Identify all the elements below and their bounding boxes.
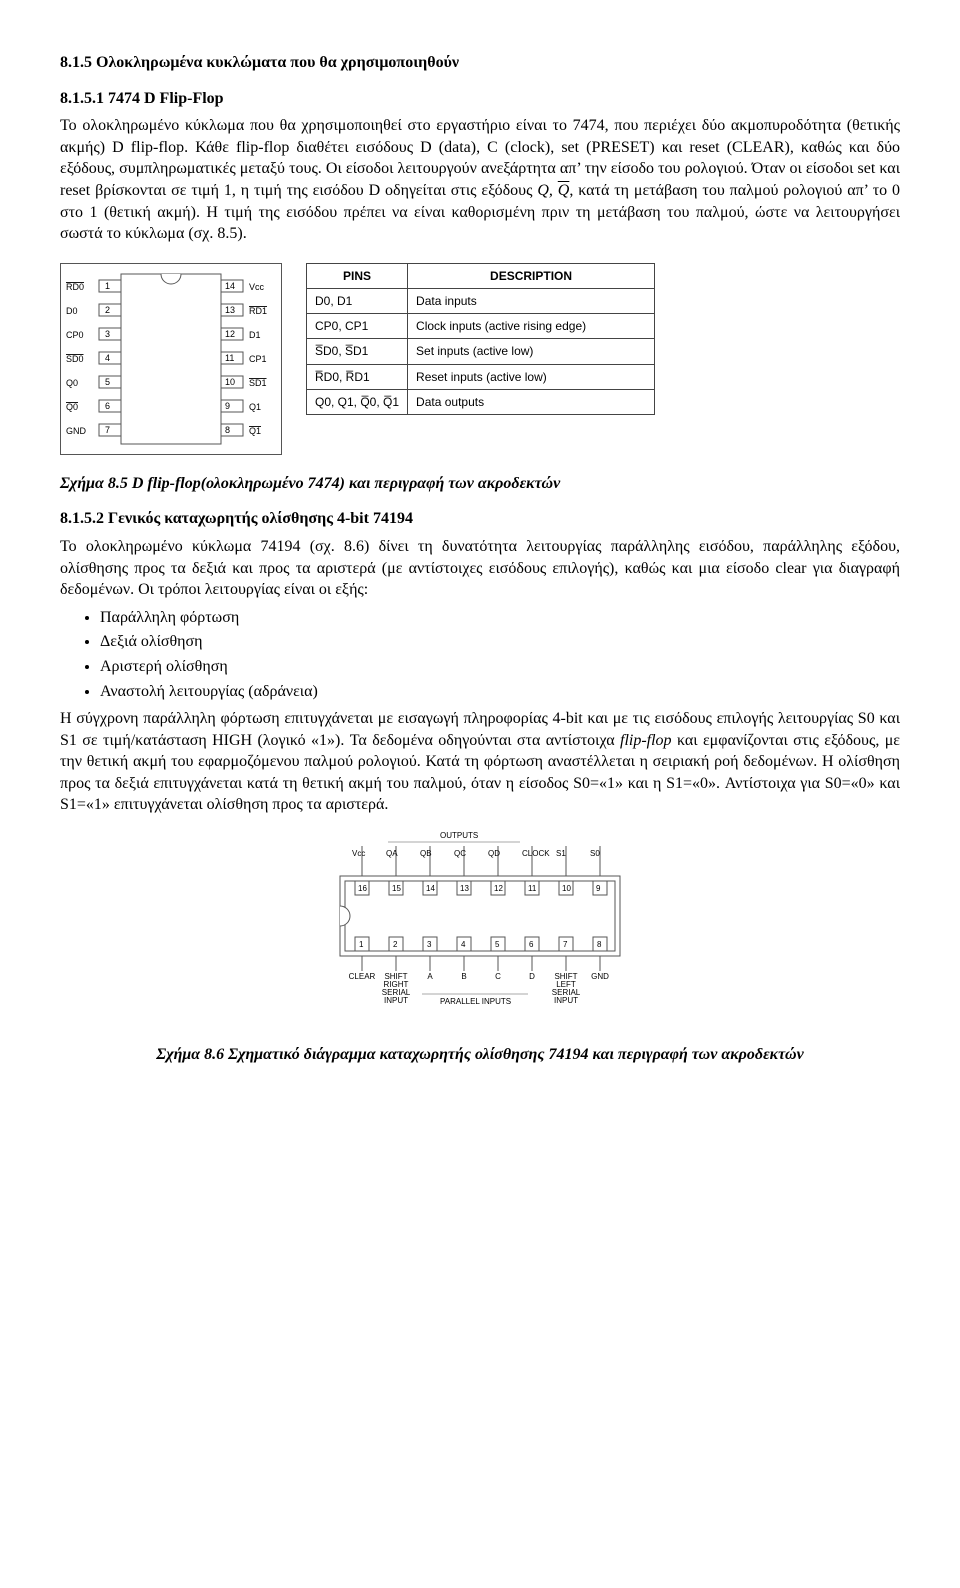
svg-text:11: 11 (528, 884, 537, 893)
svg-text:QD: QD (488, 849, 500, 858)
svg-text:6: 6 (529, 940, 534, 949)
li-1: Παράλληλη φόρτωση (100, 607, 900, 629)
svg-text:Q0: Q0 (66, 378, 78, 388)
svg-text:CP1: CP1 (249, 354, 267, 364)
svg-text:13: 13 (225, 305, 235, 315)
svg-text:7: 7 (563, 940, 568, 949)
svg-text:5: 5 (495, 940, 500, 949)
svg-text:13: 13 (460, 884, 469, 893)
r0c1: D0, D1 (307, 288, 408, 313)
r1c1: CP0, CP1 (307, 314, 408, 339)
svg-text:INPUT: INPUT (554, 996, 578, 1005)
figure-caption-1: Σχήμα 8.5 D flip-flop(ολοκληρωμένο 7474)… (60, 473, 900, 495)
r4c1: Q0, Q1, Q̅0, Q̅1 (307, 389, 408, 414)
caption1-text: Σχήμα 8.5 D flip-flop(ολοκληρωμένο 7474)… (60, 475, 560, 492)
svg-text:4: 4 (105, 353, 110, 363)
svg-text:9: 9 (225, 401, 230, 411)
svg-text:D0: D0 (66, 306, 78, 316)
svg-text:D1: D1 (249, 330, 261, 340)
svg-text:3: 3 (105, 329, 110, 339)
svg-text:S0: S0 (590, 849, 600, 858)
figure-row-1: RD0 1 D0 2 CP0 3 SD0 4 Q0 5 Q0 6 GND 7 14 Vcc 13 RD1 12 D1… (60, 263, 900, 455)
svg-text:8: 8 (597, 940, 602, 949)
section-heading-2: 8.1.5.1 7474 D Flip-Flop (60, 88, 900, 110)
svg-text:3: 3 (427, 940, 432, 949)
svg-text:2: 2 (105, 305, 110, 315)
r0c2: Data inputs (408, 288, 655, 313)
r3c2: Reset inputs (active low) (408, 364, 655, 389)
svg-text:CP0: CP0 (66, 330, 84, 340)
svg-text:16: 16 (358, 884, 367, 893)
svg-text:1: 1 (359, 940, 364, 949)
chip-74194-svg: OUTPUTS Vcc16QA15QB14QC13QD12CLOCK11S110… (310, 826, 650, 1026)
svg-text:12: 12 (225, 329, 235, 339)
svg-text:Vcc: Vcc (352, 849, 365, 858)
li-4: Αναστολή λειτουργίας (αδράνεια) (100, 681, 900, 703)
section-heading-3: 8.1.5.2 Γενικός καταχωρητής ολίσθησης 4-… (60, 508, 900, 530)
svg-text:11: 11 (225, 353, 234, 363)
chip-7474-svg: RD0 1 D0 2 CP0 3 SD0 4 Q0 5 Q0 6 GND 7 14 Vcc 13 RD1 12 D1… (60, 263, 282, 455)
svg-text:QB: QB (420, 849, 432, 858)
figure-caption-2: Σχήμα 8.6 Σχηματικό διάγραμμα καταχωρητή… (60, 1044, 900, 1066)
parallel-inputs-label: PARALLEL INPUTS (440, 997, 511, 1006)
svg-text:SD1: SD1 (249, 378, 267, 388)
svg-text:Q1: Q1 (249, 402, 261, 412)
r3c1: R̅D0, R̅D1 (307, 364, 408, 389)
svg-text:10: 10 (225, 377, 235, 387)
svg-text:9: 9 (596, 884, 601, 893)
svg-text:C: C (495, 972, 501, 981)
svg-text:7: 7 (105, 425, 110, 435)
svg-text:S1: S1 (556, 849, 566, 858)
paragraph-3: Η σύγχρονη παράλληλη φόρτωση επιτυγχάνετ… (60, 708, 900, 816)
svg-text:CLOCK: CLOCK (522, 849, 550, 858)
svg-text:8: 8 (225, 425, 230, 435)
svg-text:4: 4 (461, 940, 466, 949)
svg-text:2: 2 (393, 940, 398, 949)
svg-text:RD0: RD0 (66, 282, 84, 292)
svg-text:RD1: RD1 (249, 306, 267, 316)
svg-text:QC: QC (454, 849, 466, 858)
svg-text:GND: GND (66, 426, 87, 436)
svg-text:14: 14 (426, 884, 435, 893)
svg-text:CLEAR: CLEAR (349, 972, 376, 981)
svg-text:Vcc: Vcc (249, 282, 265, 292)
r2c2: Set inputs (active low) (408, 339, 655, 364)
svg-text:SD0: SD0 (66, 354, 84, 364)
outputs-label: OUTPUTS (440, 831, 478, 840)
svg-text:12: 12 (494, 884, 503, 893)
mode-list: Παράλληλη φόρτωση Δεξιά ολίσθηση Αριστερ… (100, 607, 900, 702)
svg-text:1: 1 (105, 281, 110, 291)
svg-text:INPUT: INPUT (384, 996, 408, 1005)
r4c2: Data outputs (408, 389, 655, 414)
qbar-sym: Q (558, 182, 570, 199)
svg-text:QA: QA (386, 849, 398, 858)
svg-text:5: 5 (105, 377, 110, 387)
svg-text:14: 14 (225, 281, 235, 291)
pin-table: PINS DESCRIPTION D0, D1Data inputs CP0, … (306, 263, 655, 415)
r1c2: Clock inputs (active rising edge) (408, 314, 655, 339)
svg-text:6: 6 (105, 401, 110, 411)
paragraph-2: Το ολοκληρωμένο κύκλωμα 74194 (σχ. 8.6) … (60, 536, 900, 601)
svg-text:A: A (427, 972, 433, 981)
svg-text:D: D (529, 972, 535, 981)
figure-row-2: OUTPUTS Vcc16QA15QB14QC13QD12CLOCK11S110… (60, 826, 900, 1026)
svg-text:10: 10 (562, 884, 571, 893)
svg-text:B: B (461, 972, 466, 981)
q-sym: Q (537, 182, 549, 199)
p3-i: flip-flop (620, 732, 672, 749)
svg-text:Q0: Q0 (66, 402, 78, 412)
li-3: Αριστερή ολίσθηση (100, 656, 900, 678)
svg-text:15: 15 (392, 884, 401, 893)
section-heading-1: 8.1.5 Ολοκληρωμένα κυκλώματα που θα χρησ… (60, 52, 900, 74)
paragraph-1: Το ολοκληρωμένο κύκλωμα που θα χρησιμοπο… (60, 115, 900, 245)
li-2: Δεξιά ολίσθηση (100, 631, 900, 653)
th-desc: DESCRIPTION (408, 263, 655, 288)
svg-text:Q1: Q1 (249, 426, 261, 436)
r2c1: S̅D0, S̅D1 (307, 339, 408, 364)
svg-text:GND: GND (591, 972, 609, 981)
th-pins: PINS (307, 263, 408, 288)
